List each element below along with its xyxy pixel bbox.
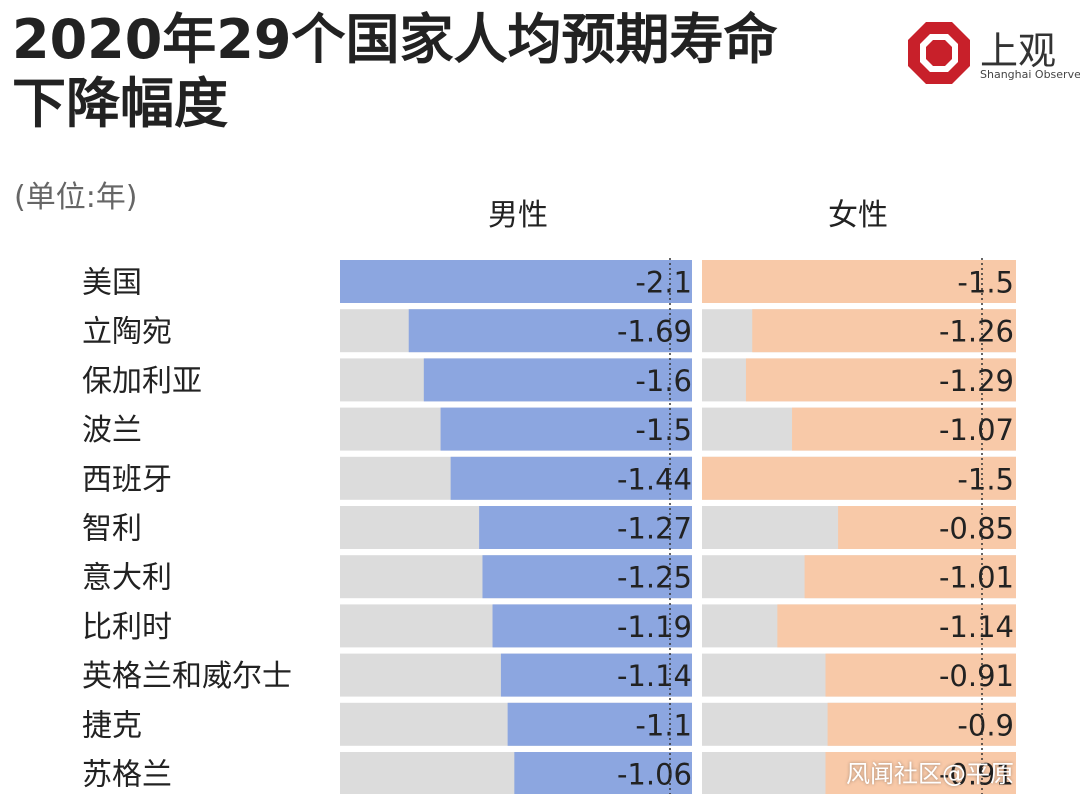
category-label: 英格兰和威尔士 (82, 659, 292, 694)
female-value-label: -1.07 (939, 413, 1014, 447)
male-bar (479, 506, 692, 549)
male-value-label: -1.06 (617, 758, 692, 792)
male-column-header: 男性 (488, 198, 548, 233)
female-value-label: -1.01 (939, 561, 1014, 595)
category-label: 意大利 (82, 561, 172, 596)
watermark-text: 风闻社区@平原 (846, 760, 1014, 788)
chart-title: 2020年29个国家人均预期寿命 下降幅度 (12, 8, 777, 136)
female-bar (777, 604, 1016, 648)
male-value-label: -2.1 (635, 266, 692, 300)
female-value-label: -1.29 (939, 364, 1014, 398)
male-bar (482, 555, 692, 599)
male-value-label: -1.44 (617, 462, 692, 496)
category-label: 波兰 (82, 413, 142, 448)
category-label: 保加利亚 (82, 364, 202, 399)
female-value-label: -0.85 (939, 512, 1014, 546)
logo-octagon-icon (908, 22, 970, 84)
logo-chinese-text: 上观 (980, 29, 1057, 73)
male-bar (507, 702, 692, 746)
male-value-label: -1.25 (617, 561, 692, 595)
male-bar (492, 604, 692, 648)
female-value-label: -1.5 (957, 266, 1014, 300)
male-value-label: -1.14 (617, 659, 692, 693)
female-bar (745, 358, 1016, 402)
female-bar (838, 506, 1016, 549)
category-label: 比利时 (82, 610, 172, 645)
male-bar (450, 456, 692, 500)
category-label: 智利 (82, 512, 142, 547)
male-value-label: -1.1 (635, 708, 692, 742)
female-bar (825, 752, 1016, 794)
unit-note: (单位:年) (14, 180, 138, 215)
male-value-label: -1.27 (617, 512, 692, 546)
category-label: 苏格兰 (82, 758, 172, 793)
chart-title-line-1: 2020年29个国家人均预期寿命 (12, 8, 778, 71)
female-value-label: -0.91 (939, 758, 1014, 792)
logo-english-text: Shanghai Observer (980, 68, 1080, 81)
chart-title-line-2: 下降幅度 (12, 72, 228, 135)
female-bar (825, 653, 1016, 697)
female-bar (792, 407, 1016, 451)
category-label: 捷克 (82, 708, 142, 743)
female-bar (827, 702, 1016, 746)
male-bar (514, 752, 692, 794)
male-bar (408, 309, 692, 353)
female-bar (804, 555, 1016, 599)
male-bar (340, 260, 692, 303)
male-bar (500, 653, 692, 697)
male-value-label: -1.6 (635, 364, 692, 398)
female-column-header: 女性 (828, 198, 888, 233)
male-bar (423, 358, 692, 402)
category-label: 西班牙 (82, 462, 172, 497)
female-bar (702, 456, 1016, 500)
male-value-label: -1.5 (635, 413, 692, 447)
female-value-label: -0.9 (957, 708, 1014, 742)
female-value-label: -1.5 (957, 462, 1014, 496)
female-bar (702, 260, 1016, 303)
female-value-label: -1.14 (939, 610, 1014, 644)
category-label: 美国 (82, 266, 142, 301)
category-label: 立陶宛 (82, 315, 172, 350)
male-value-label: -1.69 (617, 315, 692, 349)
female-value-label: -0.91 (939, 659, 1014, 693)
shanghai-observer-logo: 上观 Shanghai Observer (906, 16, 1080, 90)
female-bar (752, 309, 1016, 353)
male-bar (440, 407, 692, 451)
male-value-label: -1.19 (617, 610, 692, 644)
female-value-label: -1.26 (939, 315, 1014, 349)
